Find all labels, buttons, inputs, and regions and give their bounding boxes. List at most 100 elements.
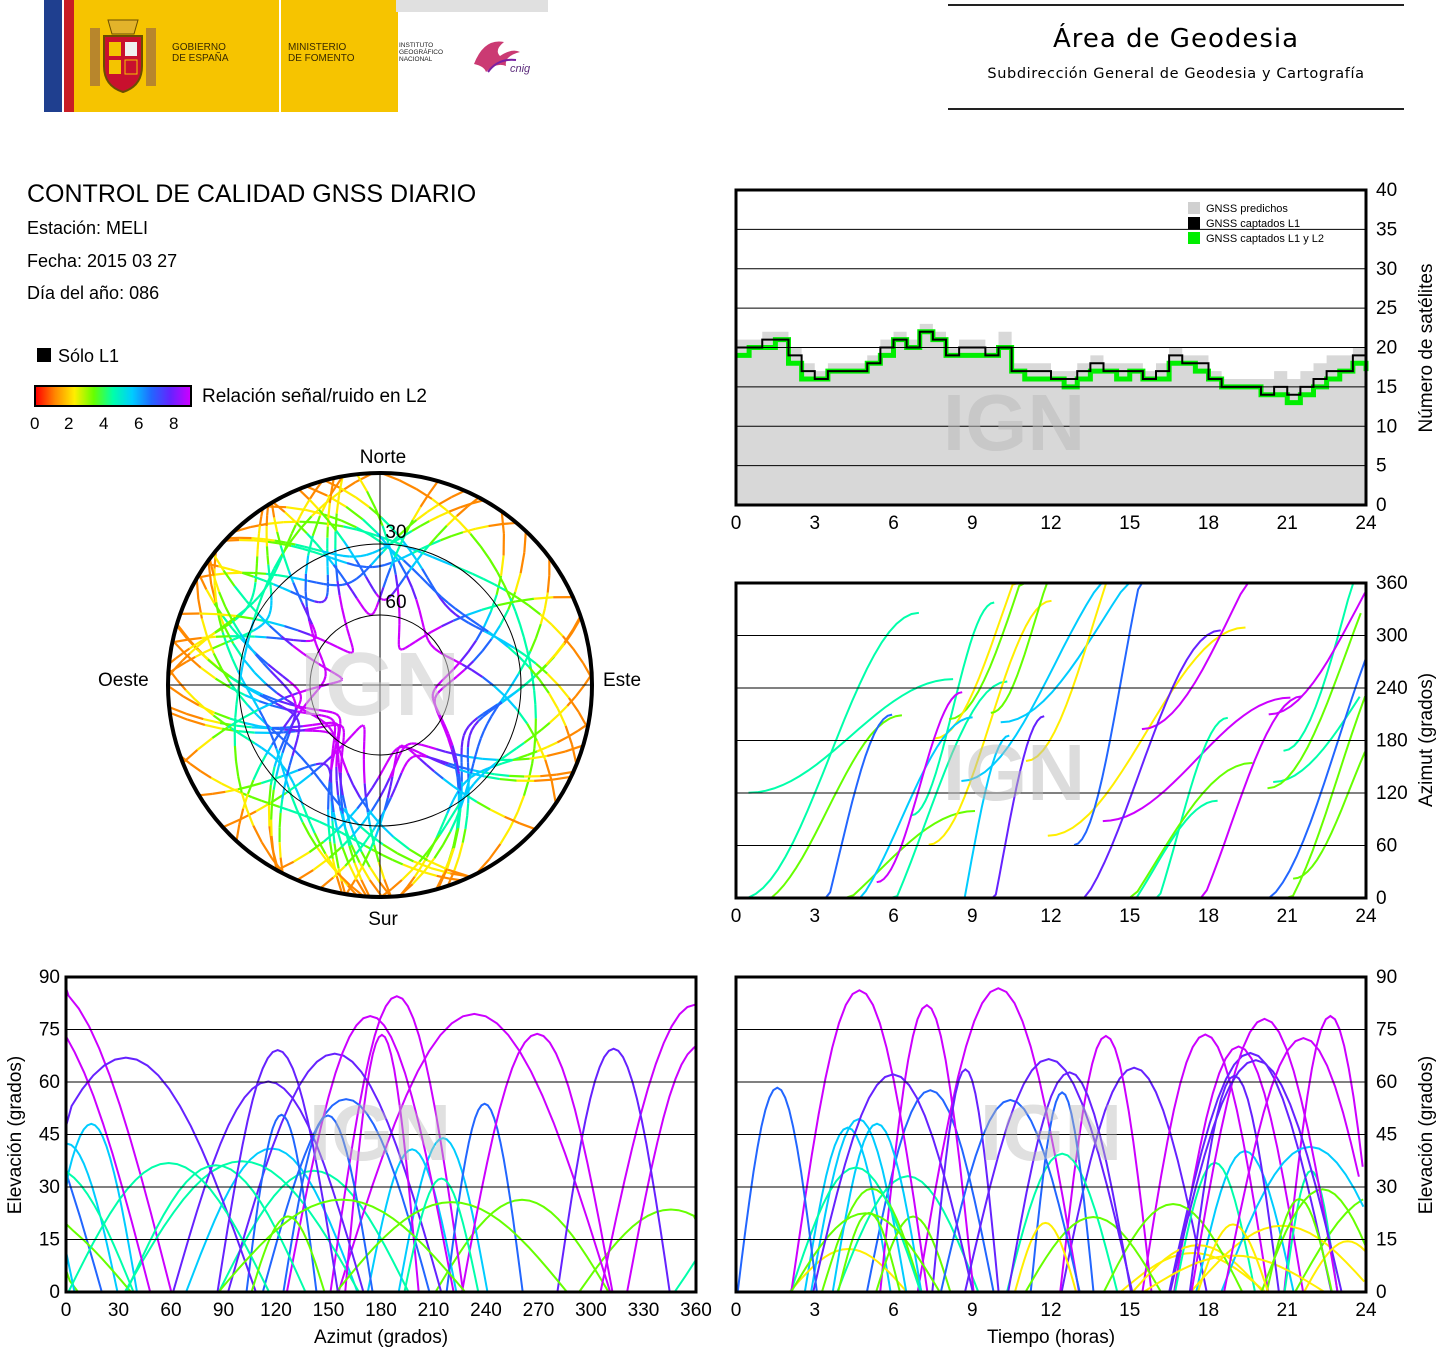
sky-track-segment	[355, 574, 362, 580]
sky-track-segment	[340, 798, 344, 814]
sky-track-segment	[338, 675, 343, 679]
elevation-track	[831, 1122, 923, 1293]
sky-track-segment	[402, 863, 414, 870]
sky-track-segment	[450, 531, 464, 538]
sky-track-segment	[175, 652, 184, 660]
sky-track-segment	[427, 480, 439, 495]
sky-track-segment	[318, 842, 327, 855]
sky-track-segment	[543, 592, 549, 610]
sky-track-segment	[182, 647, 191, 655]
x-tick-label: 180	[365, 1300, 397, 1321]
sky-track-segment	[228, 637, 237, 643]
sky-track-segment	[266, 636, 277, 640]
sky-track-segment	[398, 647, 402, 650]
sky-track-segment	[564, 744, 584, 753]
sky-track-segment	[310, 707, 320, 712]
sky-track-segment	[236, 724, 252, 729]
sky-track-segment	[335, 755, 338, 767]
sky-track-segment	[384, 561, 392, 566]
sky-track-segment	[203, 717, 221, 725]
sky-track-segment	[561, 635, 575, 650]
sky-track-segment	[398, 744, 402, 749]
sky-track-segment	[459, 651, 470, 663]
sky-track-segment	[294, 708, 298, 714]
sky-track-segment	[470, 724, 476, 731]
sky-track-segment	[269, 605, 273, 611]
sky-track-segment	[338, 741, 347, 750]
sky-track-segment	[464, 793, 478, 803]
sky-track-segment	[472, 572, 484, 580]
elevation-track	[1142, 1254, 1326, 1293]
sky-track-segment	[251, 796, 262, 802]
sky-track-segment	[393, 544, 402, 558]
sky-track-segment	[430, 644, 436, 650]
sky-track-segment	[302, 547, 314, 553]
sky-track-segment	[327, 502, 331, 516]
sky-track-segment	[490, 708, 497, 718]
sky-track-segment	[320, 680, 326, 686]
sky-track-segment	[431, 689, 436, 695]
sky-track-segment	[448, 506, 461, 513]
azimuth-track	[934, 582, 1069, 740]
sky-track-segment	[500, 692, 508, 702]
sky-track-segment	[302, 723, 313, 728]
sky-track-segment	[280, 635, 294, 647]
sky-track-segment	[383, 797, 389, 811]
sky-track-segment	[381, 525, 390, 544]
sky-track-segment	[287, 570, 295, 583]
sky-track-segment	[469, 532, 482, 547]
elevation-track	[329, 995, 465, 1293]
sky-track-segment	[331, 820, 335, 832]
y-tick-label: 300	[1376, 626, 1408, 647]
sky-track-segment	[352, 784, 362, 799]
sky-track-segment	[185, 654, 202, 669]
sky-track-segment	[309, 598, 315, 603]
sky-track-segment	[211, 726, 229, 739]
sky-track-segment	[438, 496, 452, 506]
sky-track-segment	[195, 639, 204, 646]
sky-track-segment	[550, 623, 564, 637]
sky-track-segment	[468, 729, 473, 736]
sky-track-segment	[472, 754, 477, 764]
sky-track-segment	[320, 756, 332, 767]
sky-track-segment	[300, 756, 309, 765]
azimuth-track	[990, 582, 1081, 714]
sky-track-segment	[509, 689, 520, 698]
y-tick-label: 60	[1376, 1072, 1397, 1093]
elevation-track	[939, 1098, 1081, 1293]
sky-track-segment	[369, 534, 384, 545]
sky-track-segment	[307, 579, 317, 584]
sky-track-segment	[282, 705, 289, 712]
sky-track-segment	[237, 776, 243, 793]
sky-track-segment	[235, 691, 240, 705]
x-tick-label: 24	[1355, 906, 1377, 925]
sky-track-segment	[507, 646, 520, 658]
sky-track-segment	[306, 727, 317, 731]
sky-track-segment	[546, 575, 551, 593]
page-title: CONTROL DE CALIDAD GNSS DIARIO	[27, 180, 477, 208]
sky-track-segment	[308, 498, 320, 511]
y-tick-label: 20	[1376, 338, 1397, 359]
sky-track-segment	[265, 723, 272, 733]
sky-track-segment	[355, 597, 362, 605]
sky-track-segment	[278, 752, 284, 765]
sky-track-segment	[294, 703, 298, 709]
azimuth-track	[1055, 761, 1253, 899]
sky-track-segment	[323, 513, 342, 522]
sky-track-segment	[519, 552, 526, 574]
sky-track-segment	[275, 669, 284, 678]
elevation-track	[931, 1068, 1000, 1293]
sky-track-segment	[341, 794, 347, 809]
sky-track-segment	[316, 725, 325, 730]
sky-track-segment	[438, 510, 450, 518]
sky-track-segment	[204, 723, 223, 730]
sky-track-segment	[200, 618, 209, 637]
sky-track-segment	[338, 594, 344, 609]
sky-track-segment	[452, 827, 460, 849]
sky-track-segment	[282, 719, 290, 728]
sky-track-segment	[264, 744, 273, 756]
sky-track-segment	[305, 813, 312, 824]
elevation-track	[788, 1247, 908, 1293]
sky-track-segment	[275, 763, 281, 777]
sky-track-segment	[265, 546, 269, 556]
